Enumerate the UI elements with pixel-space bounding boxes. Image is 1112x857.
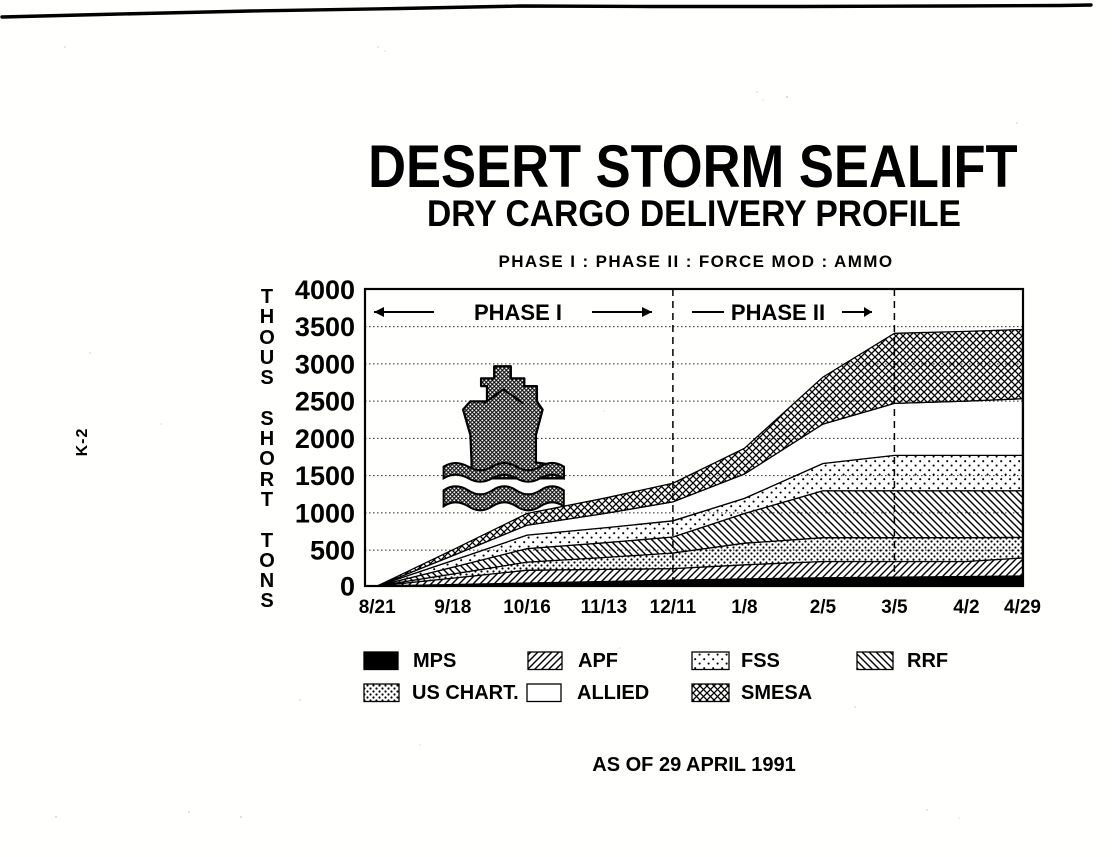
svg-text:11/13: 11/13 bbox=[581, 597, 628, 618]
svg-text:PHASE I: PHASE I bbox=[474, 300, 562, 325]
svg-text:2000: 2000 bbox=[295, 424, 355, 454]
svg-text:1500: 1500 bbox=[295, 461, 355, 491]
svg-text:0: 0 bbox=[340, 572, 355, 602]
svg-text:FSS: FSS bbox=[741, 650, 780, 672]
svg-text:10/16: 10/16 bbox=[503, 597, 551, 618]
svg-text:AS OF 29 APRIL 1991: AS OF 29 APRIL 1991 bbox=[592, 754, 795, 776]
svg-text:APF: APF bbox=[578, 650, 618, 672]
svg-text:1000: 1000 bbox=[295, 498, 355, 528]
svg-text:8/21: 8/21 bbox=[359, 597, 396, 618]
svg-text:PHASE II: PHASE II bbox=[731, 300, 825, 325]
svg-text:ALLIED: ALLIED bbox=[577, 682, 649, 704]
svg-text:4/29: 4/29 bbox=[1004, 597, 1041, 618]
svg-text:2/5: 2/5 bbox=[810, 597, 837, 618]
svg-text:9/18: 9/18 bbox=[434, 597, 471, 618]
svg-text:500: 500 bbox=[310, 536, 355, 566]
svg-text:4000: 4000 bbox=[295, 275, 355, 305]
svg-text:3/5: 3/5 bbox=[881, 597, 908, 618]
svg-text:US CHART.: US CHART. bbox=[412, 682, 519, 704]
svg-text:12/11: 12/11 bbox=[650, 597, 697, 618]
svg-text:2500: 2500 bbox=[295, 387, 355, 417]
svg-text:SMESA: SMESA bbox=[741, 682, 812, 704]
svg-text:1/8: 1/8 bbox=[731, 597, 757, 618]
svg-text:MPS: MPS bbox=[413, 650, 456, 672]
svg-text:3500: 3500 bbox=[295, 312, 355, 342]
svg-text:3000: 3000 bbox=[295, 349, 355, 379]
svg-text:RRF: RRF bbox=[907, 650, 948, 672]
svg-text:4/2: 4/2 bbox=[953, 597, 979, 618]
